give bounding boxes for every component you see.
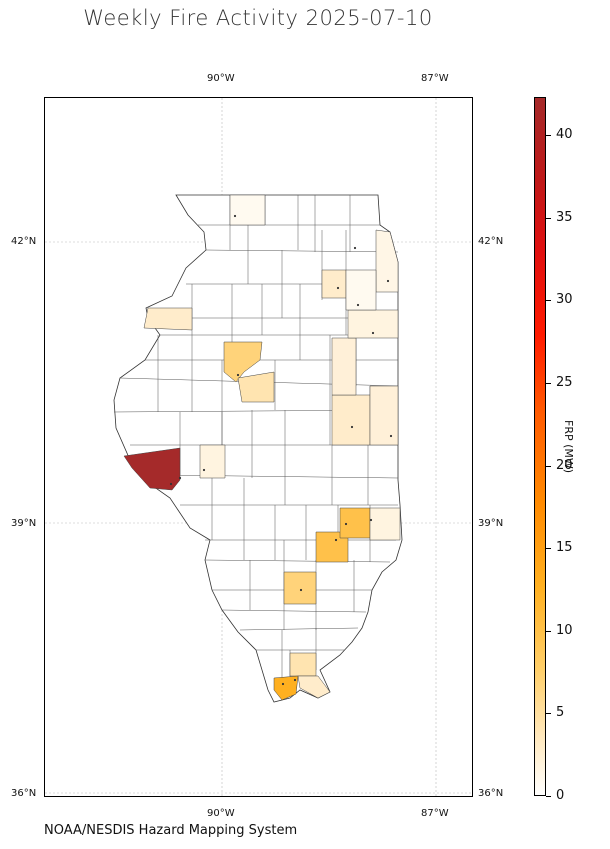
colorbar-tick-label: 20 <box>556 457 573 473</box>
fire-point <box>336 286 340 290</box>
lat-label-42n-left: 42°N <box>11 236 37 247</box>
county-dekalb <box>321 269 347 299</box>
fire-counties <box>123 194 401 701</box>
colorbar-tick-label: 35 <box>556 209 573 225</box>
lon-label-87w-top: 87°W <box>421 73 449 84</box>
county-alexander-pulaski <box>273 675 299 701</box>
fire-point <box>202 468 206 472</box>
lat-label-36n-right: 36°N <box>478 788 504 799</box>
colorbar-tick <box>546 796 551 797</box>
county-crawford <box>369 507 401 541</box>
county-jasper <box>339 507 371 539</box>
lat-label-39n-right: 39°N <box>478 518 504 529</box>
county-jefferson <box>283 571 317 605</box>
fire-point <box>299 588 303 592</box>
fire-point <box>344 522 348 526</box>
fire-points <box>169 214 393 686</box>
fire-point <box>233 214 237 218</box>
county-mercer <box>143 307 193 331</box>
colorbar-tick <box>546 217 551 219</box>
colorbar-tick <box>546 300 551 302</box>
lat-label-39n-left: 39°N <box>11 518 37 529</box>
county-pope <box>297 675 331 699</box>
county-champaign <box>331 394 371 446</box>
colorbar-tick-label: 15 <box>556 540 573 556</box>
colorbar-tick-label: 10 <box>556 622 573 638</box>
fire-point <box>281 682 285 686</box>
colorbar-tick <box>546 548 551 550</box>
fire-point <box>293 678 297 682</box>
colorbar-tick <box>546 630 551 632</box>
county-ford <box>331 337 357 396</box>
colorbar-tick <box>546 135 551 136</box>
lat-label-36n-left: 36°N <box>11 788 37 799</box>
fire-point <box>369 518 373 522</box>
colorbar-tick-label: 40 <box>556 127 573 142</box>
fire-point <box>178 476 182 480</box>
fire-point <box>353 246 357 250</box>
county-johnson <box>289 652 317 677</box>
lon-label-87w-bottom: 87°W <box>421 808 449 819</box>
county-adams-pike-high <box>123 447 181 491</box>
colorbar-tick-label: 30 <box>556 292 573 308</box>
colorbar-tick <box>546 713 551 715</box>
county-effingham <box>315 531 349 563</box>
county-mason <box>237 371 275 403</box>
county-vermilion <box>369 385 399 446</box>
fire-point <box>386 279 390 283</box>
county-iroquois <box>347 309 399 339</box>
fire-point <box>350 425 354 429</box>
colorbar-tick <box>546 382 551 384</box>
source-credit: NOAA/NESDIS Hazard Mapping System <box>44 823 298 838</box>
county-fulton <box>223 341 263 383</box>
lon-label-90w-bottom: 90°W <box>207 808 235 819</box>
lat-label-42n-right: 42°N <box>478 236 504 247</box>
county-will <box>345 269 377 311</box>
colorbar-tick-label: 25 <box>556 374 573 390</box>
fire-point <box>389 434 393 438</box>
fire-point <box>236 373 240 377</box>
fire-point <box>356 303 360 307</box>
fire-point <box>371 331 375 335</box>
fire-point <box>334 538 338 542</box>
colorbar-tick-label: 0 <box>556 788 565 803</box>
county-cook <box>375 229 399 293</box>
lon-label-90w-top: 90°W <box>207 73 235 84</box>
colorbar <box>534 97 546 796</box>
county-jodaviess <box>229 194 266 226</box>
colorbar-tick <box>546 465 551 467</box>
map-title: Weekly Fire Activity 2025-07-10 <box>83 6 433 30</box>
colorbar-tick-label: 5 <box>556 705 565 721</box>
county-greene <box>199 444 226 479</box>
fire-point <box>169 482 173 486</box>
colorbar-label: FRP (MW) <box>562 420 575 474</box>
